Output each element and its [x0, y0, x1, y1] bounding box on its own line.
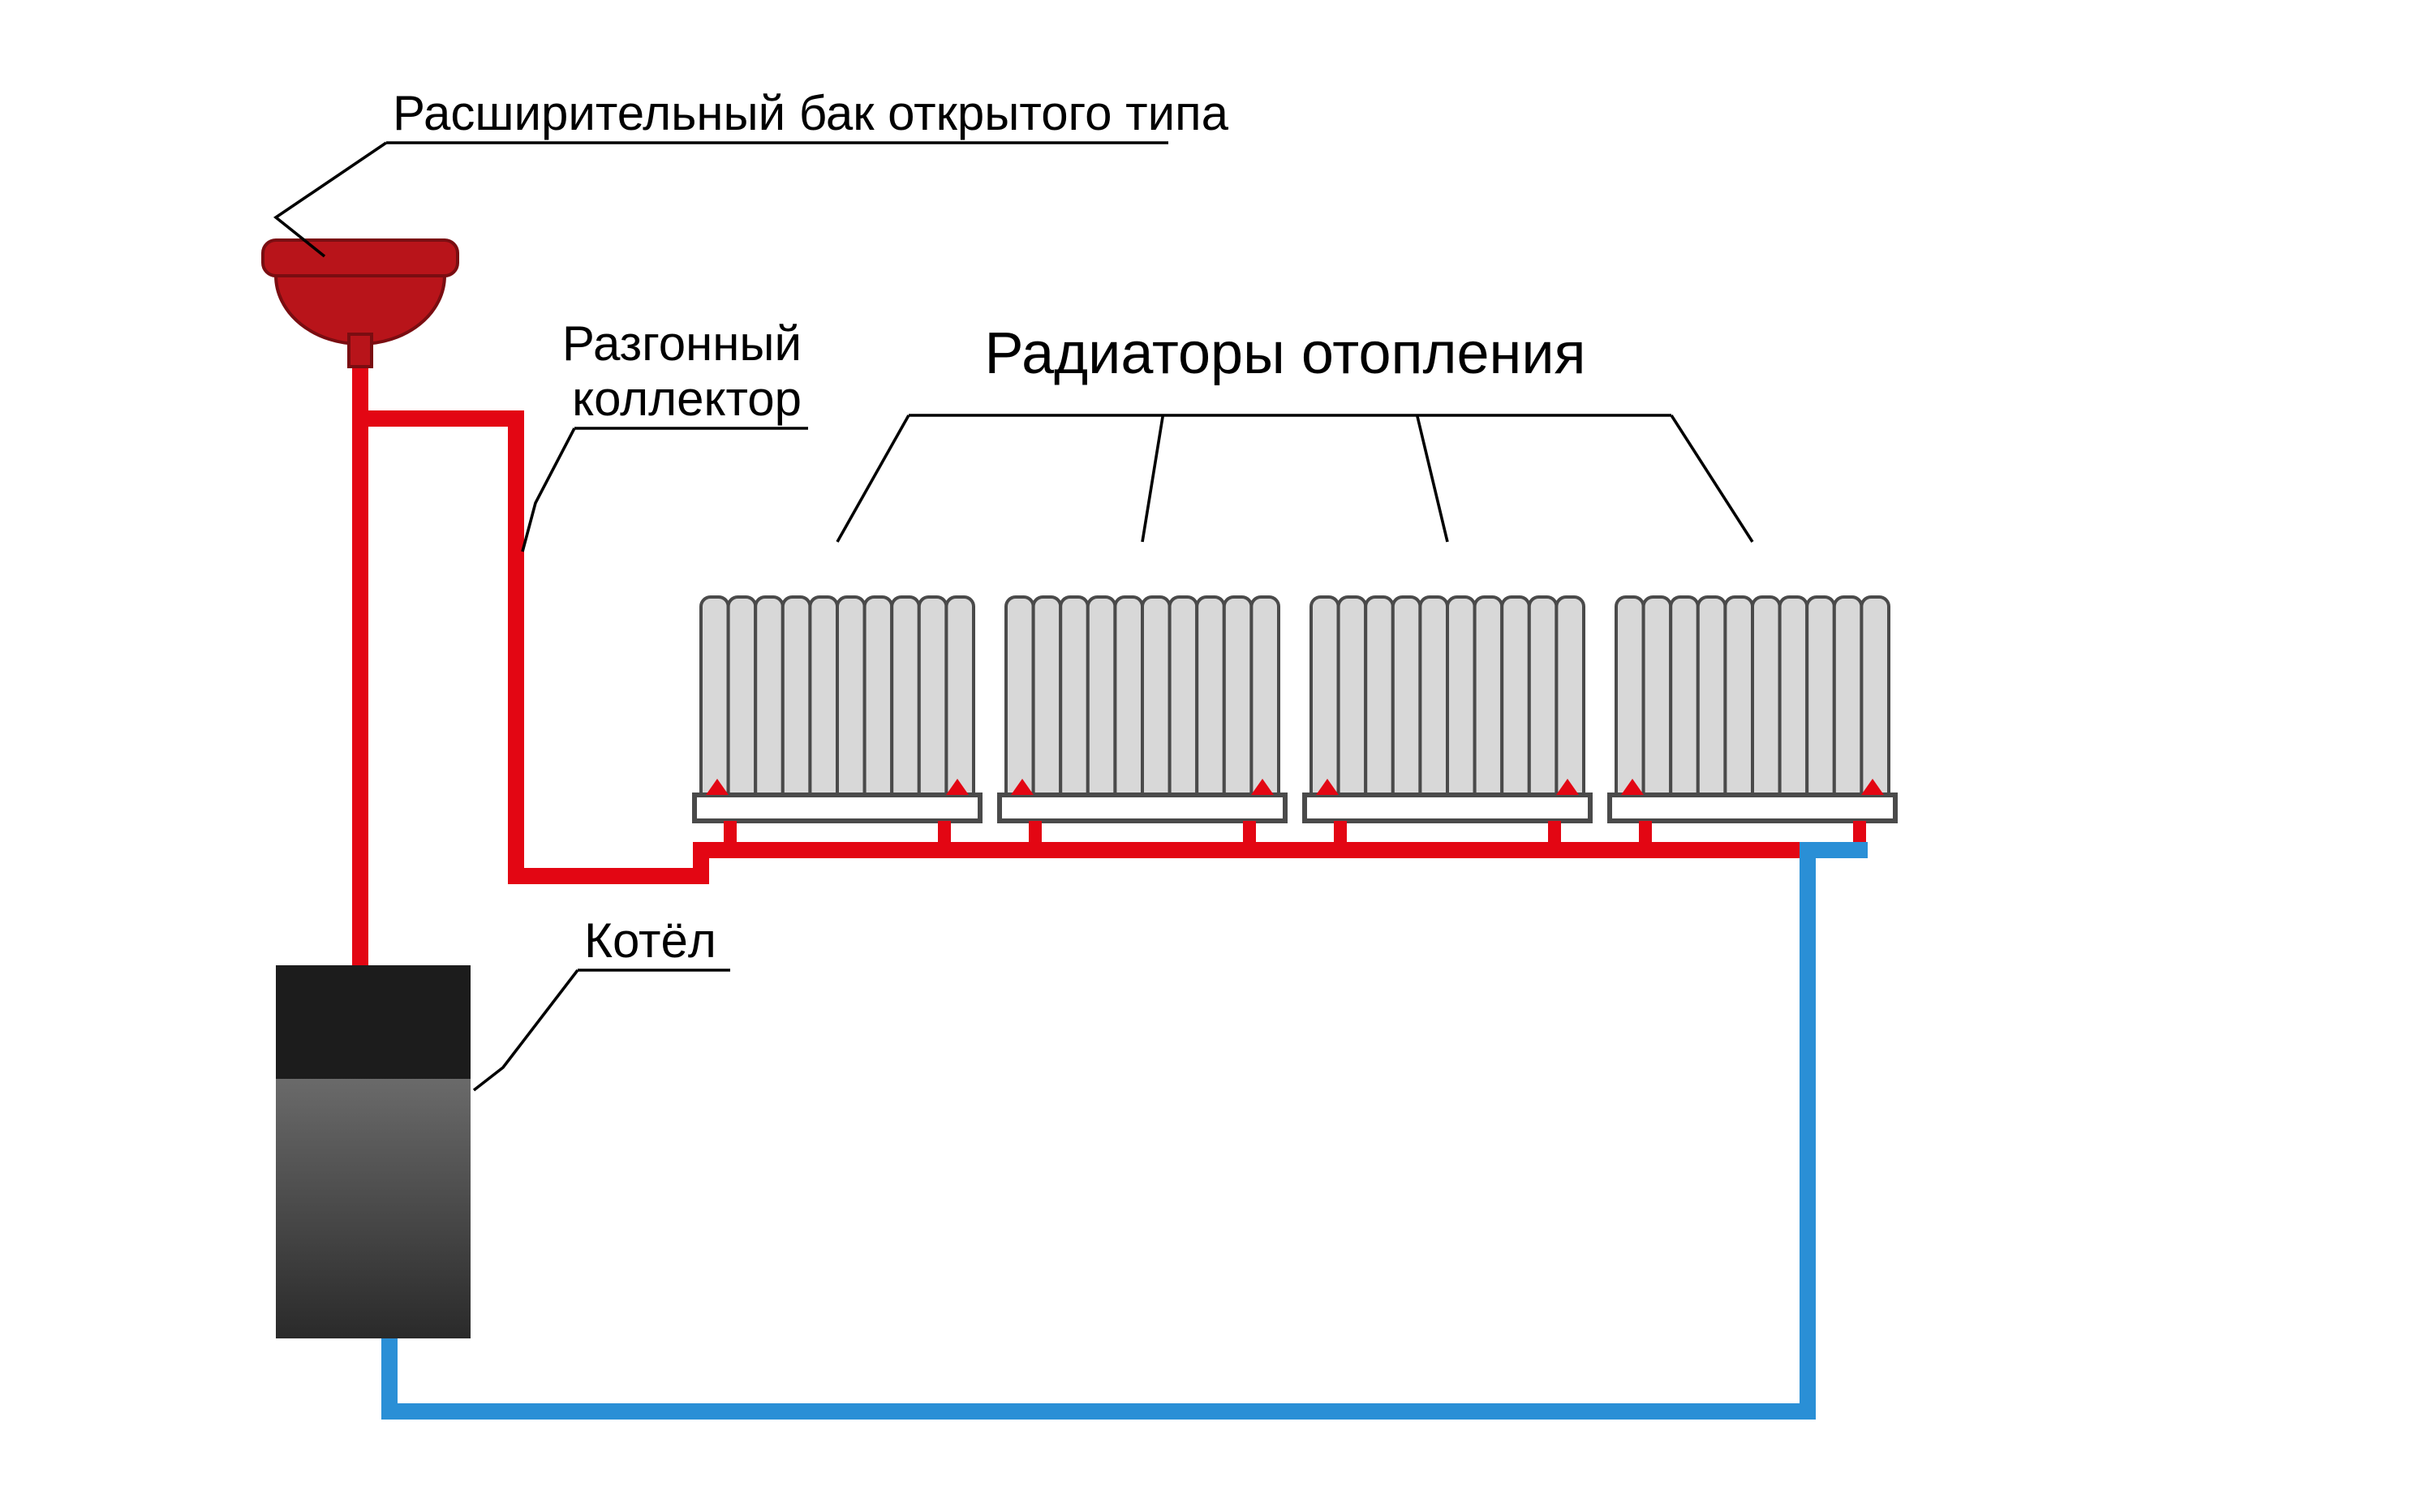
radiator: [1000, 597, 1285, 821]
label-accel-collector-l1: Разгонный: [562, 316, 802, 371]
expansion-tank: [263, 240, 458, 367]
label-boiler: Котёл: [584, 913, 716, 968]
radiator: [1305, 597, 1590, 821]
pipe-supply-feed: [516, 850, 701, 876]
boiler: [276, 965, 471, 1338]
leader-radiator: [1671, 415, 1752, 542]
radiator: [1610, 597, 1895, 821]
label-accel-collector-l2: коллектор: [572, 372, 802, 426]
leader-radiator: [1417, 415, 1447, 542]
label-radiators-header: Радиаторы отопления: [984, 321, 1585, 386]
radiator: [695, 597, 980, 821]
leader-boiler: [474, 970, 578, 1090]
leader-radiator: [1142, 415, 1163, 542]
leader-radiator: [837, 415, 909, 542]
leader-accel-collector: [522, 428, 574, 552]
label-expansion-tank: Расширительный бак открытого типа: [393, 86, 1229, 140]
